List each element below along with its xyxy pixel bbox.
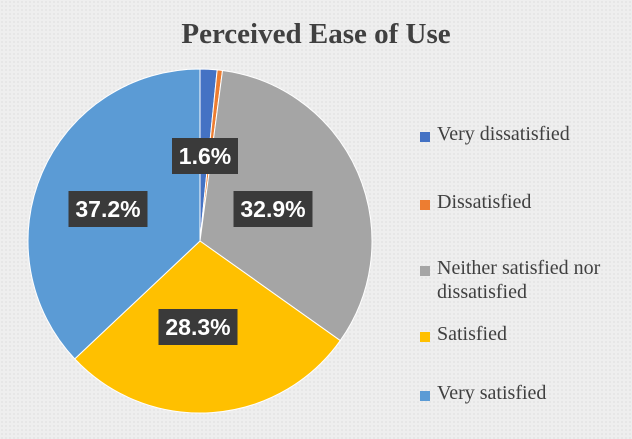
legend-swatch bbox=[420, 200, 430, 210]
legend-item-very-satisfied: Very satisfied bbox=[420, 381, 630, 405]
legend-swatch bbox=[420, 391, 430, 401]
data-label-neither-satisfied-nor-dissatisfied: 32.9% bbox=[233, 191, 313, 227]
data-label-box bbox=[68, 191, 148, 227]
legend-label: Very dissatisfied bbox=[437, 123, 570, 145]
legend-label: Satisfied bbox=[437, 323, 507, 345]
legend-item-neither-satisfied-nor-dissatisfied: Neither satisfied nor dissatisfied bbox=[420, 256, 630, 304]
legend-label: Dissatisfied bbox=[437, 191, 532, 213]
legend-item-satisfied: Satisfied bbox=[420, 322, 630, 346]
data-label-text: 32.9% bbox=[240, 196, 305, 222]
legend-item-very-dissatisfied: Very dissatisfied bbox=[420, 122, 630, 146]
legend-swatch bbox=[420, 132, 430, 142]
chart-title: Perceived Ease of Use bbox=[181, 18, 451, 50]
data-label-box bbox=[233, 191, 313, 227]
data-label-box bbox=[158, 309, 238, 345]
data-label-very-satisfied: 37.2% bbox=[68, 191, 148, 227]
data-label-satisfied: 28.3% bbox=[158, 309, 238, 345]
legend-label: Very satisfied bbox=[437, 382, 547, 404]
data-label-text: 37.2% bbox=[75, 196, 140, 222]
legend-item-dissatisfied: Dissatisfied bbox=[420, 190, 630, 214]
data-label-text: 1.6% bbox=[179, 143, 231, 169]
data-label-very-dissatisfied: 1.6% bbox=[172, 138, 238, 174]
data-label-text: 28.3% bbox=[165, 314, 230, 340]
legend-label: Neither satisfied nor dissatisfied bbox=[437, 257, 601, 303]
legend-swatch bbox=[420, 266, 430, 276]
legend-swatch bbox=[420, 332, 430, 342]
data-label-box bbox=[172, 138, 238, 174]
